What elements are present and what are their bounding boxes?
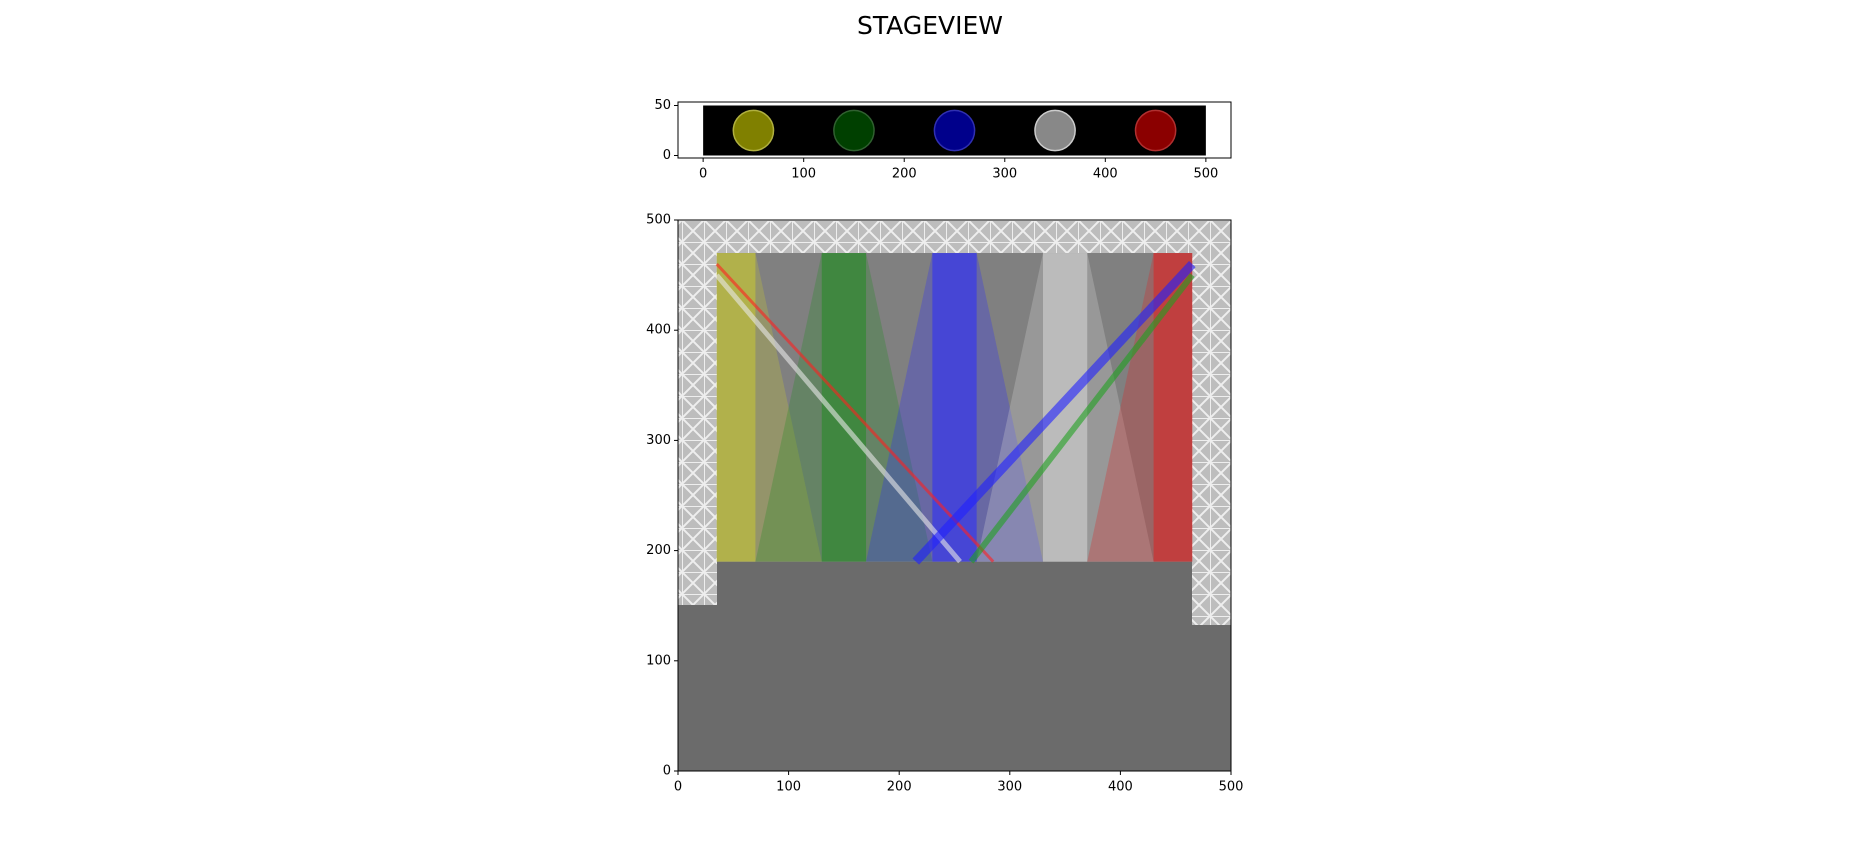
x-tick-label: 300 bbox=[997, 780, 1022, 795]
laser bbox=[714, 273, 962, 564]
x-tick-label: 400 bbox=[1108, 780, 1133, 795]
y-tick-label: 300 bbox=[646, 433, 671, 448]
x-tick-label: 400 bbox=[1093, 167, 1118, 182]
light bbox=[732, 109, 775, 152]
light bbox=[1134, 109, 1177, 152]
figure-title: STAGEVIEW bbox=[857, 11, 1003, 40]
y-tick-label: 100 bbox=[646, 653, 671, 668]
x-tick-label: 0 bbox=[674, 780, 682, 795]
axes-frame bbox=[677, 219, 1232, 772]
x-tick-label: 500 bbox=[1219, 780, 1244, 795]
y-tick-label: 500 bbox=[646, 213, 671, 228]
laser bbox=[912, 261, 1196, 565]
y-tick-label: 400 bbox=[646, 323, 671, 338]
y-tick-label: 50 bbox=[654, 98, 671, 113]
truss-left bbox=[678, 220, 717, 605]
truss-right bbox=[1192, 220, 1231, 625]
x-tick-label: 100 bbox=[791, 167, 816, 182]
x-tick-label: 200 bbox=[892, 167, 917, 182]
laser bbox=[715, 263, 995, 563]
light bbox=[833, 109, 875, 152]
x-tick-label: 200 bbox=[887, 780, 912, 795]
axes-frame bbox=[677, 101, 1232, 159]
x-tick-label: 500 bbox=[1193, 167, 1218, 182]
light bbox=[933, 109, 976, 152]
laser bbox=[968, 273, 1195, 564]
light bbox=[1034, 109, 1076, 152]
stage-marks bbox=[714, 253, 1196, 565]
x-tick-label: 0 bbox=[699, 167, 707, 182]
beam-column bbox=[716, 253, 756, 562]
truss-top bbox=[678, 220, 1231, 253]
x-tick-label: 100 bbox=[776, 780, 801, 795]
y-tick-label: 200 bbox=[646, 543, 671, 558]
y-tick-label: 0 bbox=[663, 148, 671, 163]
y-tick-label: 0 bbox=[663, 764, 671, 779]
x-tick-label: 300 bbox=[992, 167, 1017, 182]
